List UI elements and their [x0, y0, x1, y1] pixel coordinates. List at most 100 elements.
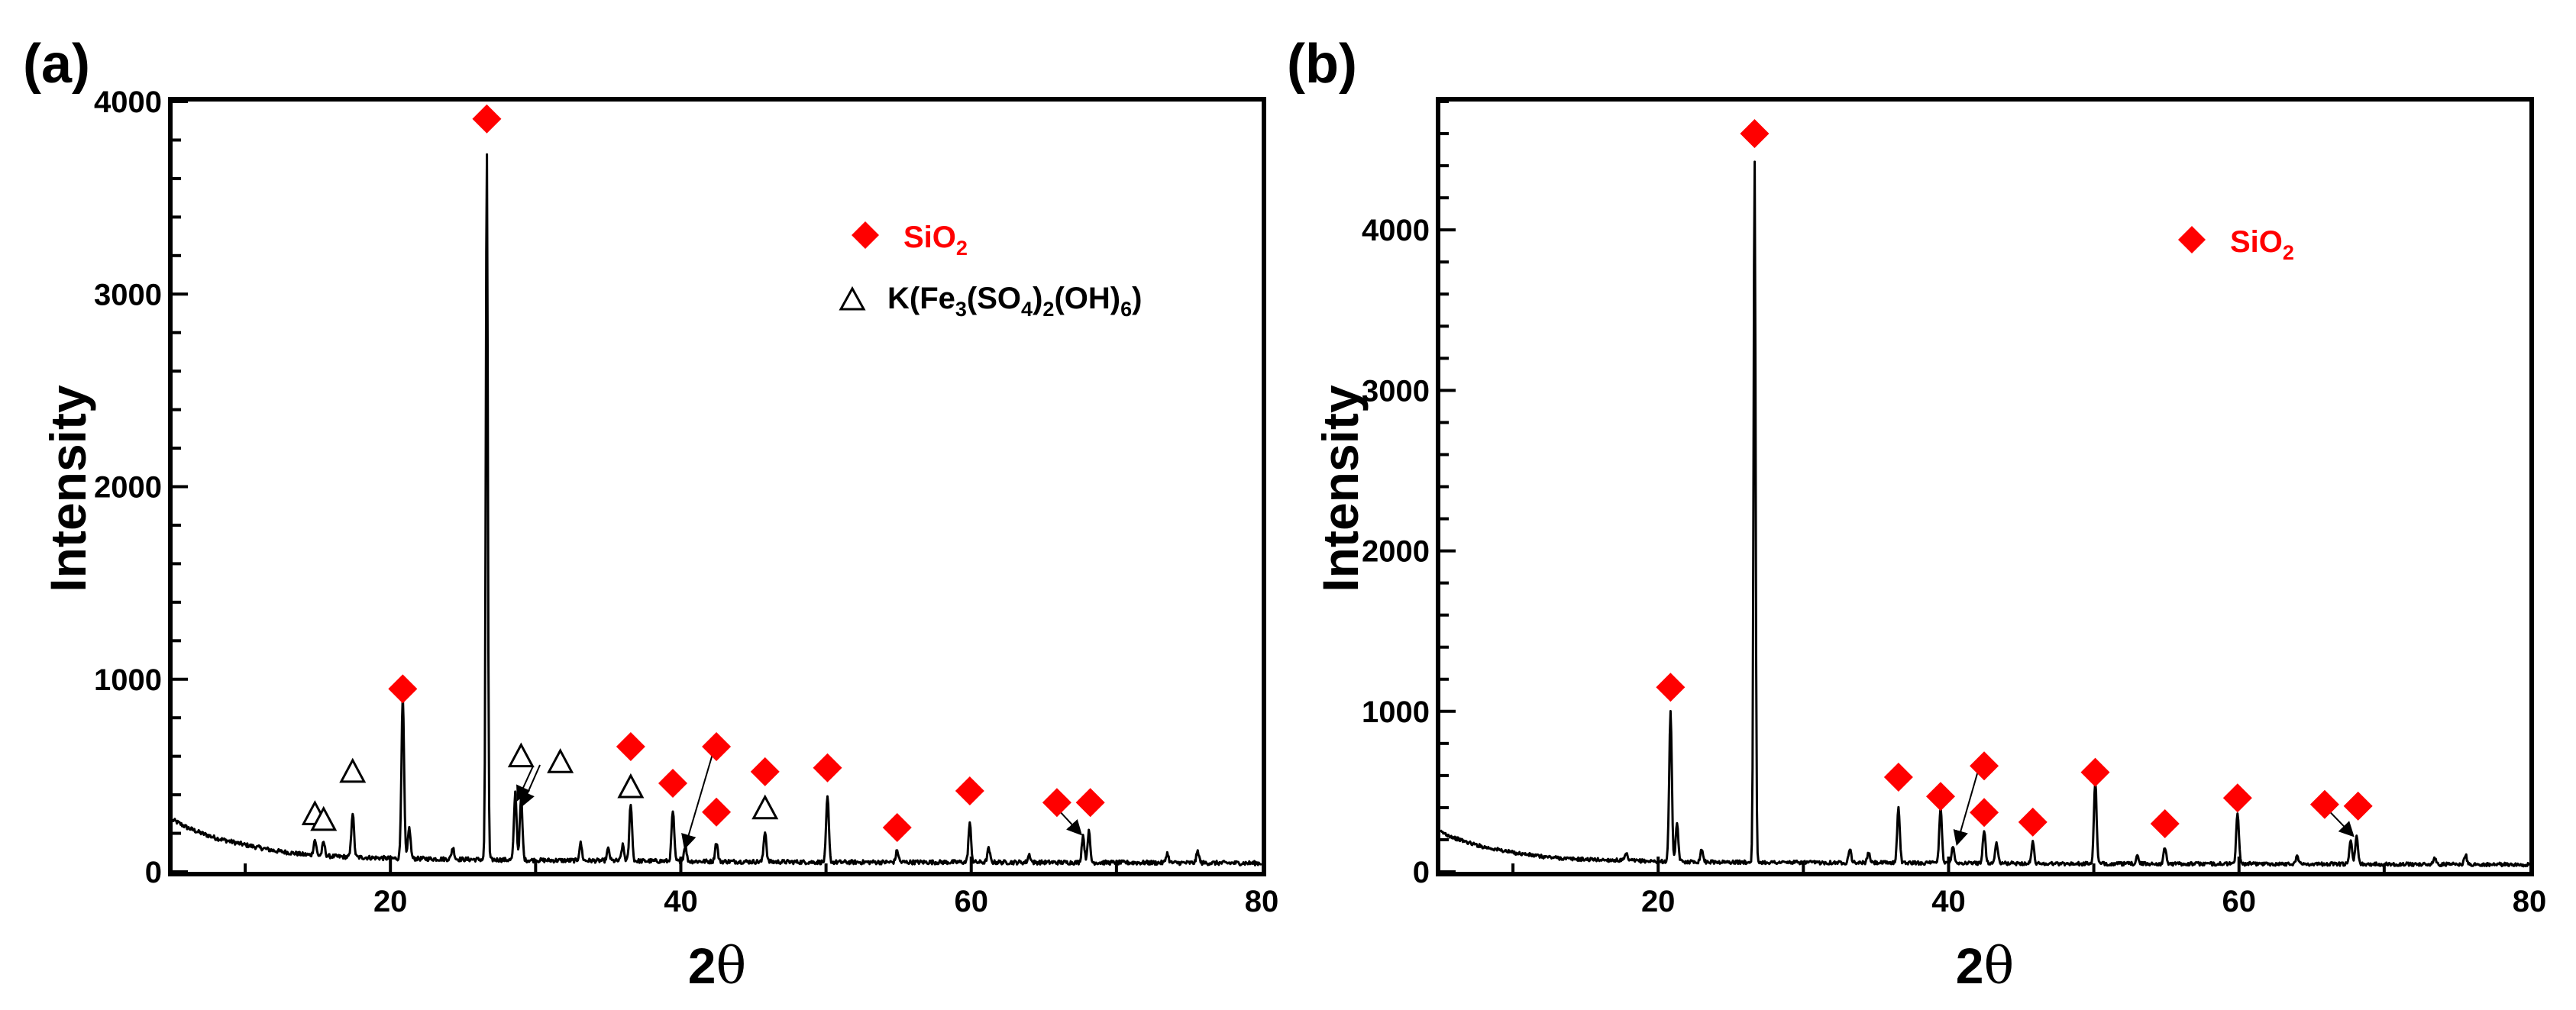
sio2-peak-marker — [388, 674, 418, 704]
panel-label-a: (a) — [23, 34, 90, 95]
x-tick-label: 20 — [1641, 885, 1676, 918]
y-axis-title-b: Intensity — [1312, 385, 1369, 592]
x-tick-label: 80 — [1245, 885, 1279, 918]
x-tick-label: 60 — [954, 885, 988, 918]
y-tick-label: 1000 — [1362, 695, 1430, 729]
sio2-peak-marker — [2343, 791, 2373, 821]
annotation-arrow — [681, 753, 714, 850]
x-tick-labels-b: 20 40 60 80 — [1641, 885, 2546, 918]
sio2-peak-marker — [1075, 788, 1105, 818]
x-tick-label: 60 — [2222, 885, 2256, 918]
x-tick-label: 40 — [664, 885, 698, 918]
sio2-peak-marker — [2222, 783, 2252, 813]
jarosite-sub: 6 — [1120, 298, 1132, 321]
sio2-peak-marker — [955, 776, 984, 806]
sio2-peak-marker — [472, 104, 502, 134]
jarosite-part: ) — [1033, 282, 1042, 315]
legend-label-jarosite: K(Fe3(SO4)2(OH)6) — [887, 282, 1142, 321]
sio2-peak-marker — [2309, 789, 2339, 819]
jarosite-peak-marker — [751, 794, 779, 820]
jarosite-sub: 3 — [955, 298, 967, 321]
y-tick-label: 2000 — [94, 471, 162, 505]
legend-sio2-sub: 2 — [2283, 241, 2294, 264]
legend-triangle-marker — [839, 286, 866, 311]
legend-sio2-main: SiO — [903, 221, 956, 254]
x-axis-title-main: 2 — [688, 937, 716, 994]
ticks-b — [1440, 100, 2386, 873]
x-axis-title-b: 2θ — [1956, 937, 2014, 995]
panel-a: (a) 20 40 60 80 0 1000 2000 3000 4000 2θ… — [23, 34, 1278, 995]
jarosite-part: ) — [1132, 282, 1142, 315]
jarosite-part: K(Fe — [887, 282, 955, 315]
y-tick-labels-b: 0 1000 2000 3000 4000 — [1362, 214, 1430, 889]
legend-a: SiO2 K(Fe3(SO4)2(OH)6) — [839, 221, 1142, 321]
y-tick-label: 4000 — [1362, 214, 1430, 247]
sio2-peak-marker — [1970, 751, 1999, 781]
sio2-peak-marker — [702, 732, 732, 762]
sio2-peak-marker — [1926, 782, 1956, 812]
legend-diamond-marker — [852, 221, 879, 249]
panel-label-b: (b) — [1287, 34, 1357, 95]
legend-sio2-main: SiO — [2230, 225, 2283, 259]
sio2-peak-marker — [702, 797, 732, 827]
x-axis-title-theta: θ — [1983, 937, 2014, 995]
y-tick-label: 2000 — [1362, 535, 1430, 569]
plot-frame-b — [1436, 97, 2534, 876]
sio2-peak-marker — [1740, 119, 1770, 149]
jarosite-peak-marker — [547, 748, 574, 773]
jarosite-sub: 4 — [1021, 298, 1033, 321]
legend-label-sio2: SiO2 — [903, 221, 968, 260]
annotation-arrow — [516, 766, 534, 802]
jarosite-peak-marker — [507, 742, 535, 768]
sio2-peak-marker — [2080, 757, 2110, 787]
legend-b: SiO2 — [2178, 225, 2294, 264]
jarosite-peak-marker — [339, 757, 367, 783]
x-axis-title-a: 2θ — [688, 937, 746, 995]
annotation-arrow — [520, 764, 541, 808]
x-axis-title-theta: θ — [716, 937, 746, 995]
jarosite-peak-marker — [617, 773, 645, 799]
legend-sio2-sub: 2 — [956, 237, 968, 260]
x-tick-label: 80 — [2513, 885, 2547, 918]
jarosite-peak-marker — [310, 805, 338, 831]
legend-diamond-marker — [2178, 226, 2206, 253]
xrd-trace-b — [1439, 160, 2531, 868]
legend-label-sio2: SiO2 — [2230, 225, 2294, 264]
jarosite-sub: 2 — [1042, 298, 1054, 321]
sio2-peak-marker — [616, 732, 645, 762]
panel-b: (b) 20 40 60 80 0 1000 2000 3000 4000 2θ… — [1287, 34, 2546, 995]
y-tick-label: 3000 — [1362, 374, 1430, 408]
annotation-arrow — [2329, 812, 2355, 837]
jarosite-part: (SO — [967, 282, 1021, 315]
sio2-peak-marker — [658, 768, 688, 798]
x-axis-title-main: 2 — [1956, 937, 1984, 994]
arrows-a — [516, 753, 1083, 850]
peak-markers-b — [1656, 119, 2373, 838]
sio2-peak-marker — [2150, 808, 2180, 838]
ticks-a — [173, 100, 1118, 873]
sio2-peak-marker — [2018, 807, 2048, 837]
x-tick-label: 20 — [373, 885, 408, 918]
plot-area-b — [1439, 119, 2531, 868]
y-axis-title-a: Intensity — [40, 385, 96, 592]
y-tick-labels-a: 0 1000 2000 3000 4000 — [94, 86, 162, 889]
sio2-peak-marker — [1883, 762, 1913, 792]
plot-frame-a — [168, 97, 1266, 876]
x-tick-labels-a: 20 40 60 80 — [373, 885, 1278, 918]
y-tick-label: 4000 — [94, 86, 162, 119]
sio2-peak-marker — [882, 812, 912, 842]
sio2-peak-marker — [1042, 788, 1071, 818]
x-tick-label: 40 — [1931, 885, 1966, 918]
y-tick-label: 0 — [1413, 856, 1430, 889]
plot-area-a — [171, 104, 1262, 866]
arrows-b — [1953, 772, 2355, 847]
sio2-peak-marker — [1656, 673, 1686, 702]
annotation-arrow — [1953, 772, 1979, 847]
sio2-peak-marker — [813, 753, 842, 783]
xrd-trace-a — [171, 153, 1262, 866]
jarosite-part: (OH) — [1054, 282, 1120, 315]
y-tick-label: 3000 — [94, 278, 162, 311]
sio2-peak-marker — [1970, 798, 1999, 828]
y-tick-label: 0 — [145, 856, 162, 889]
